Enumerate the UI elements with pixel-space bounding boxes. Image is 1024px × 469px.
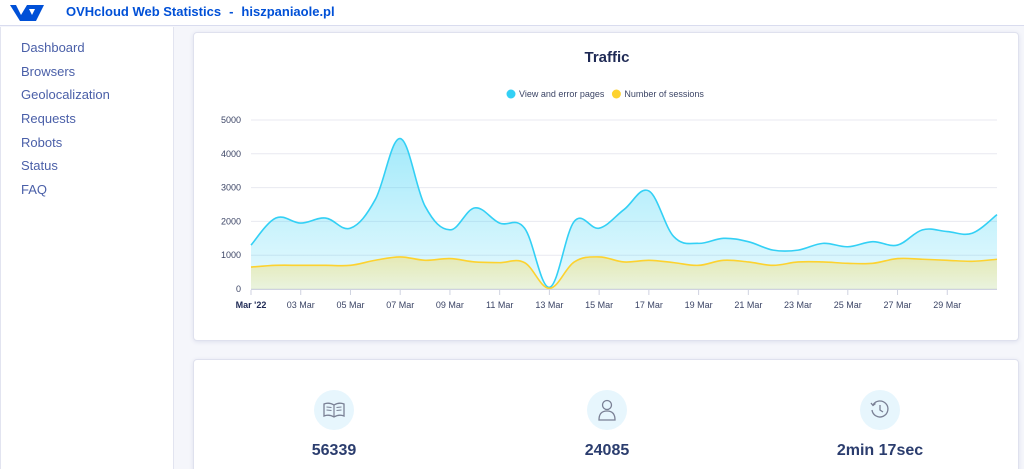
stat-pages-value: 56339 <box>311 442 357 459</box>
y-tick-label: 5000 <box>221 115 241 125</box>
title-separator: - <box>229 4 234 19</box>
sidebar-item-status[interactable]: Status <box>21 158 58 174</box>
chart-title: Traffic <box>584 49 629 66</box>
chart-series <box>250 137 998 290</box>
x-tick-label: 17 Mar <box>635 300 663 310</box>
x-tick-label: 19 Mar <box>685 300 713 310</box>
legend-label: View and error pages <box>519 89 605 99</box>
y-tick-label: 2000 <box>221 216 241 226</box>
x-axis: Mar '22 03 Mar 05 Mar 07 Mar 09 Mar 11 Mar 13 … <box>236 289 997 310</box>
series-line-2 <box>250 256 998 290</box>
sidebar-item-dashboard[interactable]: Dashboard <box>21 40 85 55</box>
y-tick-label: 0 <box>236 284 241 294</box>
top-bar: OVHcloud Web Statistics - hiszpaniaole.pl <box>0 0 1024 26</box>
stat-duration-value: 2min 17sec <box>836 442 924 459</box>
x-tick-label: 03 Mar <box>287 300 315 310</box>
chart-legend: View and error pages Number of sessions <box>506 89 705 99</box>
x-tick-label: 29 Mar <box>933 300 961 310</box>
legend-marker <box>611 89 621 99</box>
stat-pages: 56339 <box>234 390 434 460</box>
legend-marker <box>506 89 516 99</box>
x-tick-label: 21 Mar <box>734 300 762 310</box>
stat-visitors: 24085 <box>507 390 707 460</box>
sidebar-item-browsers[interactable]: Browsers <box>21 63 76 79</box>
x-tick-label: Mar '22 <box>236 300 267 310</box>
sidebar-item-requests[interactable]: Requests <box>21 111 76 127</box>
y-tick-label: 4000 <box>221 149 241 159</box>
site-name: hiszpaniaole.pl <box>241 4 335 19</box>
sidebar-item-faq[interactable]: FAQ <box>21 182 48 198</box>
app-name: OVHcloud Web Statistics <box>66 4 222 19</box>
legend-item-2[interactable]: Number of sessions <box>611 89 705 99</box>
series-line-1 <box>250 137 998 289</box>
y-axis: 0 1000 2000 3000 4000 5000 <box>221 115 241 294</box>
x-tick-label: 13 Mar <box>535 300 563 310</box>
x-tick-label: 27 Mar <box>884 300 912 310</box>
summary-stats-card: 56339 24085 2min 17sec <box>193 359 1019 469</box>
traffic-chart: Traffic View and error pages Number of se… <box>221 49 998 310</box>
x-tick-label: 09 Mar <box>436 300 464 310</box>
series-area-1 <box>251 138 997 289</box>
x-tick-label: 11 Mar <box>486 300 513 310</box>
x-tick-label: 15 Mar <box>585 300 613 310</box>
book-icon <box>314 390 354 430</box>
stat-visitors-value: 24085 <box>584 442 630 459</box>
traffic-chart-card: Traffic View and error pages Number of se… <box>193 32 1019 341</box>
app-title: OVHcloud Web Statistics - hiszpaniaole.pl <box>66 4 335 19</box>
clock-history-icon <box>860 390 900 430</box>
x-tick-label: 07 Mar <box>386 300 414 310</box>
sidebar-item-robots[interactable]: Robots <box>21 134 63 150</box>
x-tick-label: 25 Mar <box>834 300 862 310</box>
user-icon <box>587 390 627 430</box>
sidebar: Dashboard Browsers Geolocalization Reque… <box>0 27 174 469</box>
sidebar-item-geolocalization[interactable]: Geolocalization <box>21 87 110 103</box>
y-tick-label: 1000 <box>221 250 241 260</box>
legend-item-1[interactable]: View and error pages <box>506 89 605 99</box>
ovhcloud-logo-icon[interactable] <box>8 3 46 23</box>
series-area-2 <box>251 256 997 289</box>
y-tick-label: 3000 <box>221 183 241 193</box>
legend-label: Number of sessions <box>624 89 704 99</box>
x-tick-label: 23 Mar <box>784 300 812 310</box>
stat-duration: 2min 17sec <box>780 390 980 460</box>
x-tick-label: 05 Mar <box>336 300 364 310</box>
